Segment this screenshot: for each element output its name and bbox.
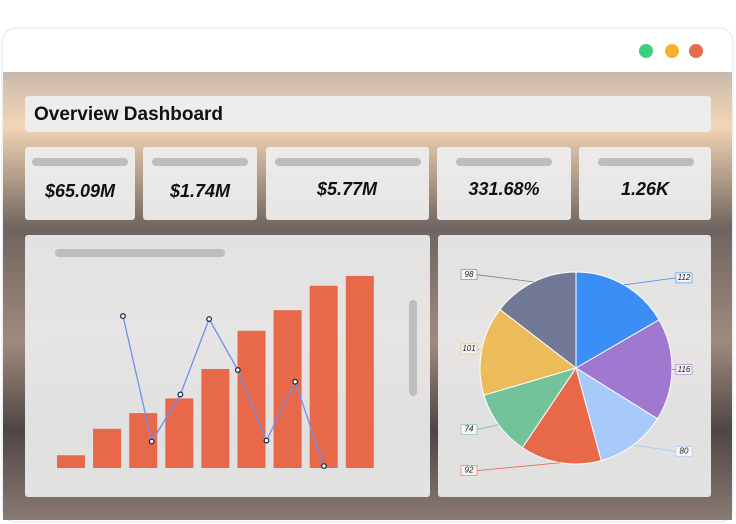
pie-slice (575, 271, 660, 369)
pie-slice (575, 366, 659, 462)
label-box (460, 424, 478, 435)
line-point (148, 438, 155, 445)
title-panel (25, 96, 711, 132)
pie-slice (479, 308, 578, 396)
kpi-value: $1.74M (169, 181, 231, 201)
placeholder (275, 158, 421, 166)
pie-label: 112 (678, 273, 691, 282)
placeholder (55, 249, 225, 257)
pie-label: 98 (465, 270, 474, 279)
leader-line (476, 348, 482, 351)
kpi-value: $5.77M (316, 179, 378, 199)
leader-line (633, 444, 677, 452)
label-box (675, 364, 693, 375)
leader-line (476, 274, 534, 283)
line-point (177, 391, 184, 398)
line-point (120, 313, 126, 320)
pie-label: 74 (465, 425, 474, 434)
kpi-value: $65.09M (44, 181, 116, 201)
label-box (675, 272, 693, 284)
pie-slice (483, 367, 578, 449)
bar (201, 369, 230, 468)
label-box (675, 446, 693, 457)
placeholder (152, 158, 248, 166)
bar (93, 428, 122, 468)
scrollbar[interactable] (409, 300, 417, 396)
bar (345, 275, 374, 468)
window-dot[interactable] (665, 44, 679, 58)
pie-label: 92 (465, 466, 474, 475)
line (122, 315, 325, 467)
pie-slice (521, 366, 602, 465)
leader-line (623, 277, 677, 286)
kpi-cards: $65.09M $1.74M $5.77M 331.68% 1.26K (25, 147, 711, 220)
label-box (460, 343, 478, 355)
pie-label: 101 (462, 344, 475, 353)
bar (165, 398, 194, 468)
line-point (320, 463, 327, 469)
pie-label: 80 (680, 447, 689, 456)
leader-line (476, 462, 561, 472)
bar (273, 310, 302, 468)
pie-slice (575, 319, 673, 420)
placeholder (598, 158, 694, 166)
label-box (460, 269, 478, 280)
placeholder (32, 158, 128, 166)
line-point (263, 437, 270, 444)
line-point (206, 316, 213, 322)
kpi-value: 331.68% (468, 179, 539, 199)
line-point (292, 378, 299, 385)
dashboard-title: Overview Dashboard (34, 104, 223, 125)
pie-label: 116 (678, 365, 691, 374)
window-dot[interactable] (689, 44, 703, 58)
placeholder (456, 158, 552, 166)
label-box (460, 465, 478, 476)
plot: 112 116 80 92 74 101 98 (50, 269, 693, 476)
bar (237, 330, 266, 468)
line-point (234, 367, 241, 373)
leader-line (476, 424, 499, 430)
kpi-value: 1.26K (621, 179, 671, 199)
window-dot[interactable] (639, 44, 653, 58)
bar (57, 455, 85, 468)
pie-slice (499, 271, 577, 370)
bar (309, 285, 338, 468)
